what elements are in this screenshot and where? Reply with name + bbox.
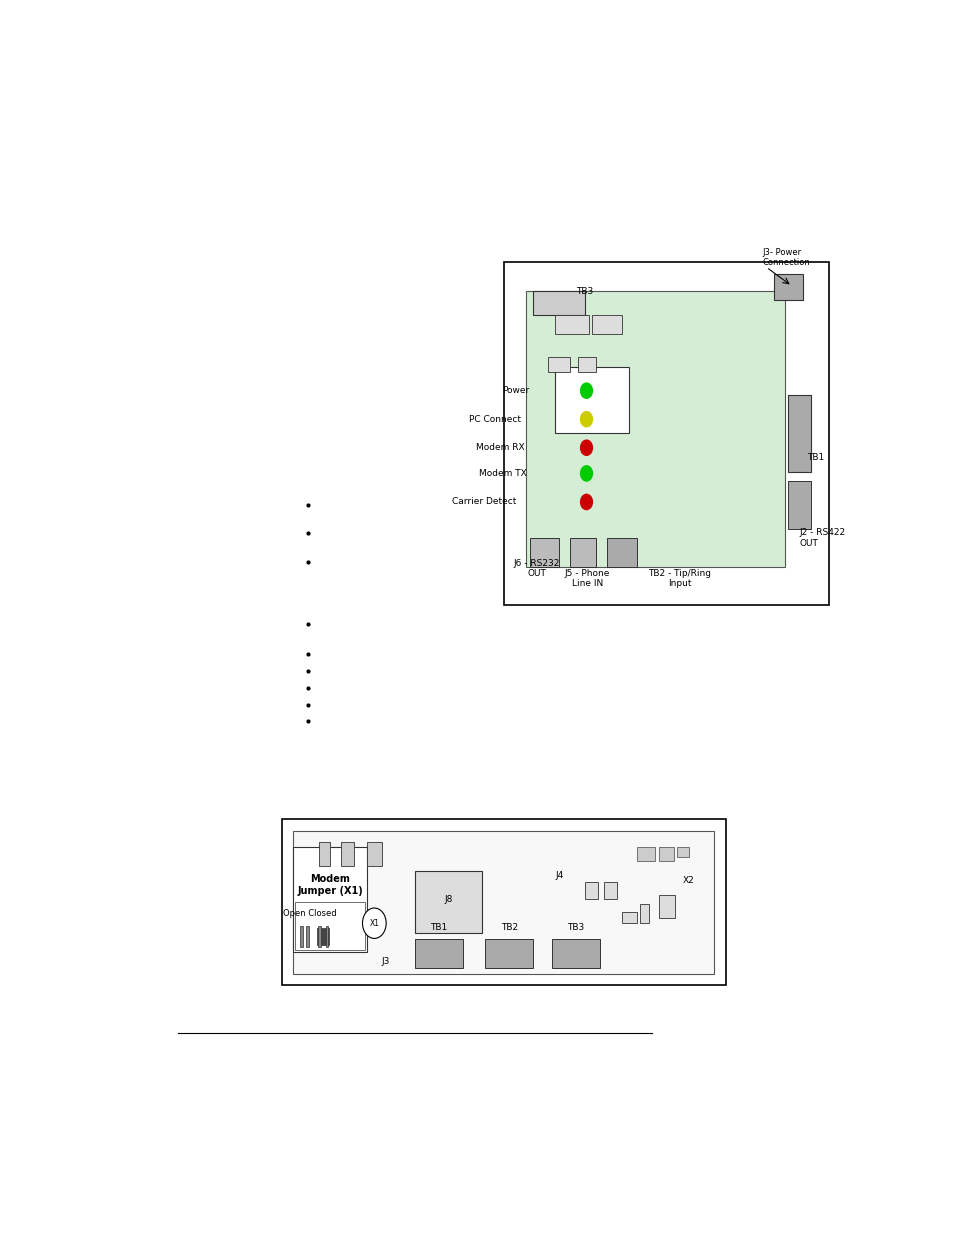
Bar	[317, 927, 329, 945]
Text: TB2: TB2	[500, 923, 517, 931]
Bar	[533, 291, 584, 315]
Bar	[415, 871, 481, 932]
Bar	[317, 926, 321, 947]
Text: X1: X1	[369, 919, 379, 927]
Bar	[529, 538, 558, 567]
Bar	[606, 538, 637, 567]
Bar	[300, 926, 303, 947]
Circle shape	[362, 908, 386, 939]
Text: Open Closed: Open Closed	[283, 909, 336, 918]
Circle shape	[580, 411, 592, 427]
Text: TB2 - Tip/Ring
Input: TB2 - Tip/Ring Input	[647, 568, 710, 588]
Text: TB3: TB3	[576, 287, 593, 295]
Text: J6 - RS232
OUT: J6 - RS232 OUT	[514, 559, 559, 578]
Bar	[318, 842, 330, 866]
Text: TB1: TB1	[430, 923, 447, 931]
Bar	[294, 903, 365, 950]
Bar	[306, 926, 309, 947]
Text: X2: X2	[682, 876, 694, 885]
Text: Power: Power	[502, 387, 529, 395]
Bar	[659, 847, 673, 862]
Bar	[551, 940, 599, 968]
Bar	[525, 291, 783, 567]
Bar	[555, 367, 629, 433]
Bar	[787, 482, 810, 529]
Bar	[341, 842, 354, 866]
Bar	[503, 262, 828, 605]
Bar	[325, 926, 328, 947]
Bar	[570, 538, 596, 567]
Bar	[415, 940, 462, 968]
Bar	[584, 882, 598, 899]
Text: J3- Power
Connection: J3- Power Connection	[761, 248, 809, 267]
Text: TB1: TB1	[806, 453, 823, 462]
Bar	[592, 315, 621, 333]
Bar	[293, 831, 714, 973]
Text: TB3: TB3	[567, 923, 584, 931]
Bar	[659, 894, 675, 919]
Bar	[547, 357, 570, 372]
Bar	[621, 911, 637, 924]
Text: J2 - RS422
OUT: J2 - RS422 OUT	[799, 529, 844, 548]
Circle shape	[580, 440, 592, 456]
Circle shape	[580, 466, 592, 482]
Text: PC Connect: PC Connect	[469, 415, 521, 424]
Text: J8: J8	[443, 895, 452, 904]
Text: Carrier Detect: Carrier Detect	[452, 498, 516, 506]
Text: Modem
Jumper (X1): Modem Jumper (X1)	[296, 874, 362, 895]
Text: J4: J4	[555, 871, 562, 881]
Bar	[577, 357, 596, 372]
Bar	[282, 819, 724, 986]
Bar	[603, 882, 617, 899]
Bar	[787, 395, 810, 472]
Text: Modem RX: Modem RX	[476, 443, 524, 452]
Bar	[773, 274, 802, 300]
Bar	[367, 842, 382, 866]
Text: J5 - Phone
Line IN: J5 - Phone Line IN	[564, 568, 609, 588]
Text: J3: J3	[381, 957, 389, 966]
Bar	[293, 847, 367, 952]
Bar	[677, 847, 688, 857]
Bar	[555, 315, 588, 333]
Circle shape	[580, 383, 592, 399]
Bar	[639, 904, 649, 924]
Text: Modem TX: Modem TX	[478, 469, 526, 478]
Circle shape	[580, 494, 592, 510]
Bar	[637, 847, 655, 862]
Bar	[485, 940, 533, 968]
